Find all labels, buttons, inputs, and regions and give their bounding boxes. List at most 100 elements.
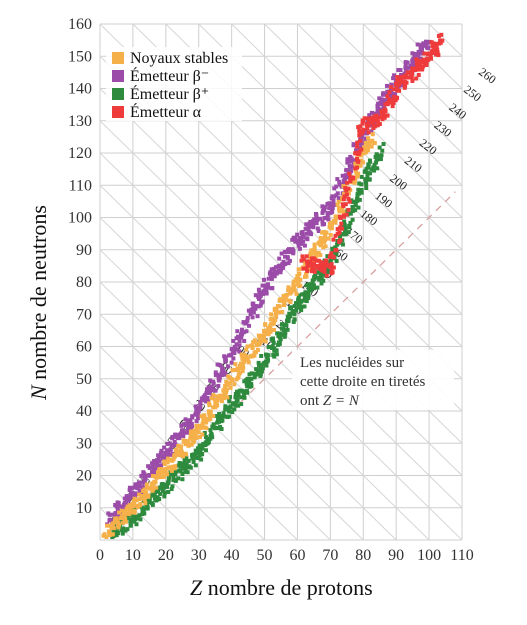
point [239, 353, 244, 358]
point [303, 226, 308, 231]
point [387, 100, 392, 105]
legend-swatch-3 [112, 106, 124, 118]
point [266, 332, 271, 337]
point [398, 77, 403, 82]
point [139, 473, 144, 478]
point [196, 412, 201, 417]
y-tick-160: 160 [68, 16, 92, 33]
point [308, 263, 313, 268]
point [380, 117, 385, 122]
point [312, 261, 317, 266]
point [263, 322, 268, 327]
point [344, 168, 349, 173]
point [132, 512, 137, 517]
point [137, 488, 142, 493]
point [123, 519, 128, 524]
point [241, 320, 246, 325]
point [239, 395, 244, 400]
point [335, 231, 340, 236]
point [174, 450, 179, 455]
point [142, 487, 147, 492]
point [347, 199, 352, 204]
point [113, 518, 118, 523]
point [438, 38, 443, 43]
point [184, 422, 189, 427]
point [194, 423, 199, 428]
point [245, 384, 250, 389]
point [172, 442, 177, 447]
point [347, 157, 352, 162]
point [255, 314, 260, 319]
point [125, 527, 130, 532]
point [146, 464, 151, 469]
point [107, 518, 112, 523]
point [273, 311, 278, 316]
y-tick-40: 40 [76, 403, 92, 420]
point [214, 400, 219, 405]
point [319, 260, 324, 265]
point [207, 391, 212, 396]
point [158, 467, 163, 472]
point [249, 376, 254, 381]
point [223, 371, 228, 376]
point [244, 389, 249, 394]
point [316, 250, 321, 255]
point [304, 231, 309, 236]
point [146, 493, 151, 498]
point [333, 233, 338, 238]
point [419, 48, 424, 53]
point [327, 206, 332, 211]
point [346, 186, 351, 191]
point [163, 450, 168, 455]
point [160, 489, 165, 494]
point [380, 148, 385, 153]
point [221, 411, 226, 416]
point [322, 261, 327, 266]
point [421, 41, 426, 46]
point [194, 406, 199, 411]
point [137, 492, 142, 497]
point [207, 401, 212, 406]
point [277, 256, 282, 261]
point [202, 431, 207, 436]
point [216, 383, 221, 388]
point [128, 523, 133, 528]
point [336, 206, 341, 211]
mass-line-30 [99, 442, 200, 541]
point [199, 457, 204, 462]
point [241, 389, 246, 394]
point [363, 177, 368, 182]
point [346, 230, 351, 235]
point [322, 222, 327, 227]
point [127, 505, 132, 510]
point [308, 285, 313, 290]
point [322, 205, 327, 210]
point [277, 310, 282, 315]
point [390, 104, 395, 109]
point [388, 87, 393, 92]
point [322, 272, 327, 277]
point [158, 451, 163, 456]
point [127, 494, 132, 499]
x-tick-30: 30 [191, 547, 207, 564]
point [181, 465, 186, 470]
point [301, 298, 306, 303]
point [384, 98, 389, 103]
point [407, 65, 412, 70]
point [322, 266, 327, 271]
point [163, 468, 168, 473]
mass-label-200: 200 [387, 171, 410, 193]
point [292, 312, 297, 317]
point [315, 275, 320, 280]
point [341, 214, 346, 219]
mass-label-210: 210 [402, 153, 425, 175]
point [259, 291, 264, 296]
point [413, 67, 418, 72]
point [435, 47, 440, 52]
point [291, 319, 296, 324]
point [238, 366, 243, 371]
point [365, 174, 370, 179]
point [280, 309, 285, 314]
point [418, 62, 423, 67]
point [381, 142, 386, 147]
